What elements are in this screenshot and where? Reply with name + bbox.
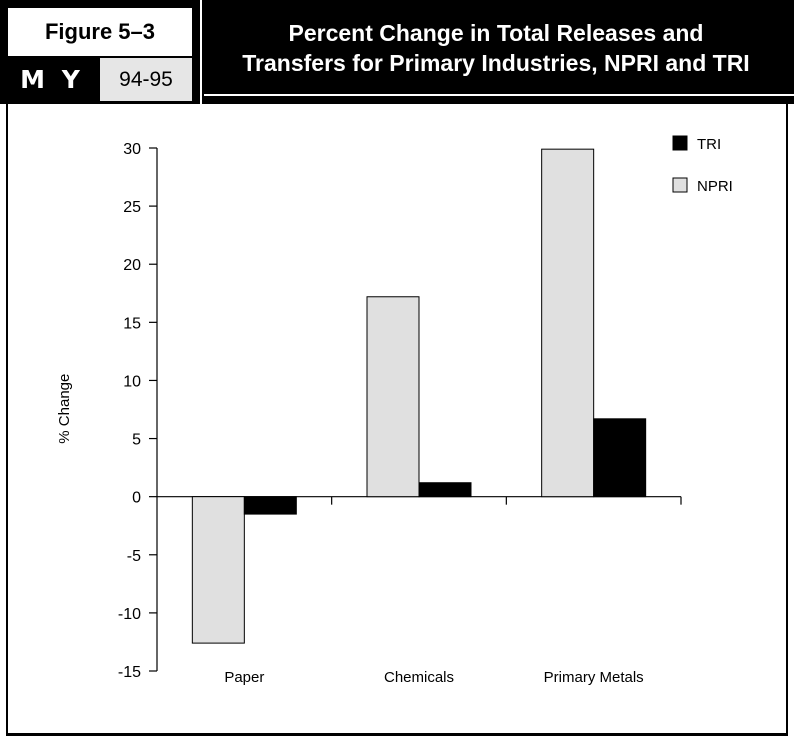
figure-title-line-2: Transfers for Primary Industries, NPRI a… <box>242 50 750 76</box>
chart-frame <box>6 104 788 736</box>
y-tick-label: 20 <box>123 257 141 274</box>
bar-tri <box>593 418 647 498</box>
y-tick-label: -5 <box>127 548 141 565</box>
legend-swatch <box>672 135 688 151</box>
year-range: 94-95 <box>100 58 192 101</box>
figure-header: Figure 5–3 M Y 94-95 Percent Change in T… <box>0 0 794 104</box>
y-tick-label: 5 <box>132 432 141 449</box>
y-tick-label: 15 <box>123 315 141 332</box>
bar-npri <box>541 148 595 498</box>
multi-year-badge: M Y <box>20 64 84 94</box>
header-divider <box>200 0 202 104</box>
y-tick-label: 10 <box>123 373 141 390</box>
figure-title-line-1: Percent Change in Total Releases and <box>288 20 704 46</box>
category-label: Chemicals <box>384 669 454 686</box>
figure-title: Percent Change in Total Releases and Tra… <box>204 8 788 88</box>
y-tick-label: 30 <box>123 141 141 158</box>
title-rule <box>204 94 794 96</box>
bar-tri <box>243 496 297 515</box>
bar-npri <box>366 296 420 498</box>
y-tick-label: 25 <box>123 199 141 216</box>
category-label: Paper <box>224 669 264 686</box>
bar-tri <box>418 482 472 498</box>
y-tick-label: -15 <box>118 664 141 681</box>
y-tick-label: 0 <box>132 490 141 507</box>
legend-label: TRI <box>697 136 721 153</box>
category-label: Primary Metals <box>544 669 644 686</box>
y-tick-label: -10 <box>118 606 141 623</box>
bar-npri <box>191 496 245 644</box>
figure-number: Figure 5–3 <box>8 8 192 56</box>
legend-label: NPRI <box>697 178 733 195</box>
y-axis-title: % Change <box>56 374 73 444</box>
legend-swatch <box>672 177 688 193</box>
